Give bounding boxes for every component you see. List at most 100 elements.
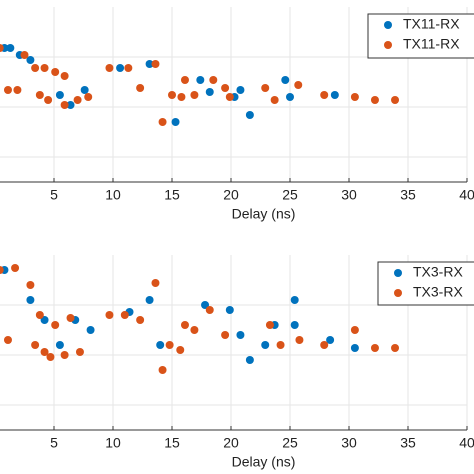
point (145, 296, 154, 304)
point (205, 306, 214, 314)
point (225, 93, 234, 101)
x-axis-label: Delay (ns) (232, 206, 296, 222)
point (66, 314, 75, 322)
point (350, 93, 359, 101)
legend-label: TX11-RX (403, 16, 460, 32)
point (236, 86, 245, 94)
x-tick-label: 30 (341, 435, 357, 451)
point (270, 96, 279, 104)
point (40, 348, 49, 356)
point (350, 326, 359, 334)
point (124, 64, 133, 72)
x-tick-label: 15 (164, 187, 180, 203)
legend-box (377, 261, 474, 306)
point (0, 44, 4, 52)
point (158, 118, 167, 126)
point (330, 91, 339, 99)
point (176, 346, 185, 354)
point (276, 341, 285, 349)
point (177, 93, 186, 101)
x-tick-label: 30 (341, 187, 357, 203)
point (151, 279, 160, 287)
point (35, 91, 44, 99)
point (31, 64, 40, 72)
point (261, 341, 270, 349)
x-tick-label: 25 (282, 435, 298, 451)
point (136, 84, 145, 92)
point (11, 264, 20, 272)
point (320, 341, 329, 349)
point (6, 44, 15, 52)
point (13, 86, 22, 94)
point (168, 91, 176, 99)
point (0, 266, 4, 274)
point (245, 356, 254, 364)
point (190, 91, 199, 99)
point (391, 344, 400, 352)
point (290, 321, 299, 329)
point (46, 353, 55, 361)
point (75, 348, 84, 356)
x-tick-label: 40 (459, 187, 474, 203)
point (290, 296, 299, 304)
point (73, 96, 82, 104)
point (245, 111, 254, 119)
x-axis-label: Delay (ns) (232, 454, 296, 470)
point (35, 311, 44, 319)
point (84, 93, 93, 101)
point (158, 366, 167, 374)
x-tick-label: 25 (282, 187, 298, 203)
point (55, 341, 64, 349)
point (60, 72, 69, 80)
point (26, 281, 35, 289)
point (3, 336, 12, 344)
point (370, 96, 379, 104)
point (221, 84, 230, 92)
point (281, 76, 290, 84)
point (190, 326, 199, 334)
point (225, 306, 234, 314)
point (145, 60, 154, 68)
legend-label: TX3-RX (413, 284, 463, 300)
point (171, 118, 180, 126)
point (205, 88, 214, 96)
legend-label: TX11-RX (403, 36, 460, 52)
legend-marker (394, 289, 402, 297)
point (60, 351, 69, 359)
point (26, 296, 35, 304)
point (391, 96, 400, 104)
legend-marker (384, 21, 392, 29)
point (105, 64, 114, 72)
point (286, 93, 294, 101)
x-tick-label: 35 (400, 435, 416, 451)
point (40, 316, 49, 324)
point (265, 321, 274, 329)
point (151, 60, 160, 68)
point (31, 341, 40, 349)
point (294, 81, 303, 89)
point (44, 96, 53, 104)
point (221, 331, 230, 339)
point (26, 56, 35, 64)
point (261, 84, 270, 92)
point (236, 331, 245, 339)
legend-box (367, 13, 474, 59)
point (350, 344, 359, 352)
x-tick-label: 20 (223, 187, 239, 203)
point (156, 341, 165, 349)
x-tick-label: 5 (50, 435, 58, 451)
x-tick-label: 10 (105, 435, 121, 451)
point (55, 91, 64, 99)
point (180, 76, 189, 84)
point (209, 76, 218, 84)
point (116, 64, 125, 72)
point (66, 101, 75, 109)
x-tick-label: 35 (400, 187, 416, 203)
point (86, 326, 95, 334)
point (40, 64, 49, 72)
legend-marker (394, 269, 402, 277)
point (51, 68, 60, 76)
x-tick-label: 5 (50, 187, 58, 203)
point (196, 76, 205, 84)
point (136, 316, 145, 324)
